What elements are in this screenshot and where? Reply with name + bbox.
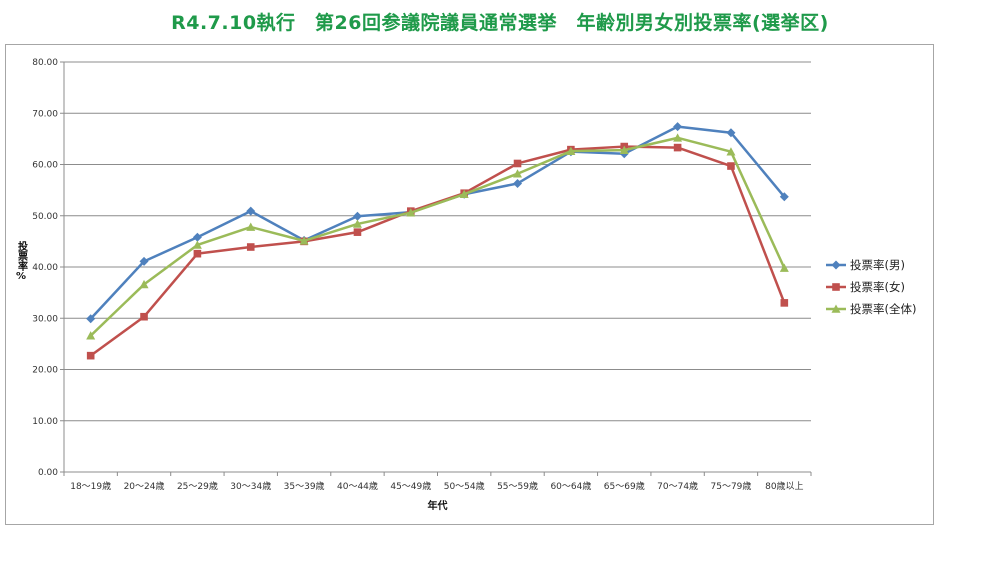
data-point: [86, 331, 96, 340]
series-2: [86, 142, 789, 360]
data-point: [673, 133, 683, 142]
legend: 投票率(男) 投票率(女) 投票率(全体): [826, 258, 916, 316]
data-point: [140, 312, 148, 321]
y-tick-label: 0.00: [38, 468, 58, 478]
data-point: [193, 249, 202, 258]
data-point: [513, 178, 523, 188]
series-line: [89, 125, 786, 320]
data-point: [673, 143, 682, 152]
x-axis-ticks: 18～19歳 20～24歳 25～29歳 30～34歳 35～39歳 40～44歳 45～4…: [63, 472, 812, 492]
data-point: [566, 146, 576, 155]
data-point: [727, 162, 735, 170]
legend-item: 投票率(全体): [826, 302, 916, 316]
y-tick-label: 10.00: [32, 417, 58, 427]
y-axis-ticks: 0.00 10.00 20.00 30.00 40.00 50.00 60.00 70.00 8…: [32, 58, 64, 478]
y-tick-label: 70.00: [32, 109, 58, 119]
x-tick-label: 45～49歳: [390, 480, 431, 492]
data-point: [139, 256, 149, 266]
x-tick-label: 65～69歳: [604, 480, 645, 492]
data-point: [352, 219, 362, 228]
series-line: [89, 136, 786, 337]
data-point: [246, 206, 256, 216]
series-3: [86, 133, 789, 340]
data-point: [352, 211, 362, 221]
y-tick-label: 20.00: [32, 366, 58, 376]
data-point: [192, 232, 202, 242]
chart-title: R4.7.10執行 第26回参議院議員通常選挙 年齢別男女別投票率(選挙区): [171, 12, 829, 34]
data-point: [619, 145, 629, 154]
data-point: [779, 192, 789, 202]
legend-label: 投票率(女): [850, 280, 905, 294]
data-point: [299, 236, 309, 245]
data-point: [246, 222, 256, 231]
data-point: [780, 299, 789, 307]
data-point: [513, 159, 522, 168]
data-point: [246, 243, 255, 251]
y-tick-label: 40.00: [32, 263, 58, 273]
y-tick-label: 80.00: [32, 58, 58, 68]
data-point: [726, 128, 736, 138]
x-tick-label: 18～19歳: [70, 480, 111, 492]
axes: [63, 62, 811, 473]
x-axis-label: 年代: [428, 499, 448, 512]
legend-label: 投票率(全体): [850, 302, 916, 316]
chart-frame: 0.00 10.00 20.00 30.00 40.00 50.00 60.00 70.00 8…: [5, 44, 934, 525]
data-point: [673, 122, 683, 132]
y-tick-label: 50.00: [32, 212, 58, 222]
legend-marker: [831, 304, 841, 313]
series-1: [86, 122, 789, 324]
legend-marker: [832, 283, 840, 291]
x-tick-label: 70～74歳: [657, 480, 698, 492]
x-tick-label: 60～64歳: [550, 480, 591, 492]
gridlines: [64, 61, 811, 473]
data-point: [779, 263, 789, 272]
data-point: [86, 314, 96, 324]
x-tick-label: 40～44歳: [337, 480, 378, 492]
data-point: [513, 169, 523, 178]
x-tick-label: 50～54歳: [444, 480, 485, 492]
x-tick-label: 80歳以上: [765, 480, 803, 492]
x-tick-label: 30～34歳: [230, 480, 271, 492]
x-tick-label: 55～59歳: [497, 480, 538, 492]
y-tick-label: 30.00: [32, 314, 58, 324]
x-tick-label: 35～39歳: [284, 480, 325, 492]
x-tick-label: 75～79歳: [711, 480, 752, 492]
series-group: [86, 122, 789, 360]
y-axis-label: 投票率%: [16, 240, 28, 282]
data-point: [139, 279, 149, 289]
legend-marker: [831, 260, 841, 270]
x-tick-label: 20～24歳: [124, 480, 165, 492]
data-point: [86, 351, 95, 360]
data-point: [192, 240, 202, 249]
line-chart: 0.00 10.00 20.00 30.00 40.00 50.00 60.00 70.00 8…: [16, 58, 917, 512]
data-point: [459, 189, 469, 199]
legend-item: 投票率(男): [826, 258, 905, 272]
data-point: [353, 228, 362, 236]
legend-item: 投票率(女): [826, 280, 905, 294]
y-tick-label: 60.00: [32, 161, 58, 171]
data-point: [406, 208, 416, 217]
x-tick-label: 25～29歳: [177, 480, 218, 492]
legend-label: 投票率(男): [850, 258, 905, 272]
data-point: [726, 147, 736, 156]
